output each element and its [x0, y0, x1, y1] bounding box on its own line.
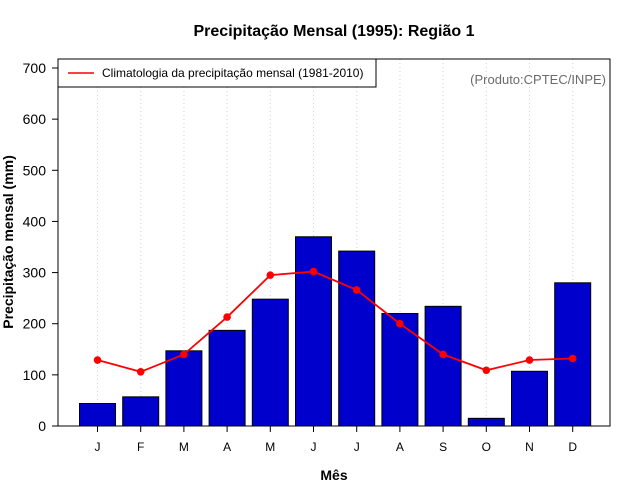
x-axis-title: Mês — [320, 467, 347, 483]
climatology-line-group — [93, 267, 577, 376]
x-tick-label: J — [311, 440, 317, 454]
bar-4 — [208, 329, 246, 427]
climatology-point-9 — [439, 350, 447, 359]
y-tick-label: 400 — [23, 213, 47, 229]
climatology-point-3 — [180, 350, 188, 359]
x-tick-label: M — [265, 440, 275, 454]
legend: Climatologia da precipitação mensal (198… — [57, 58, 377, 88]
x-tick-label: J — [354, 440, 360, 454]
x-tick-label: A — [223, 440, 231, 454]
x-tick-label: D — [568, 440, 577, 454]
x-tick-label: A — [396, 440, 404, 454]
y-axis: 0 100 200 300 400 500 600 700 — [23, 60, 58, 434]
y-tick-label: 700 — [23, 60, 47, 76]
legend-label: Climatologia da precipitação mensal (198… — [102, 66, 363, 80]
y-tick-label: 200 — [23, 316, 47, 332]
x-tick-label: F — [137, 440, 144, 454]
climatology-point-11 — [525, 356, 534, 364]
y-axis-title: Precipitação mensal (mm) — [0, 155, 16, 329]
climatology-point-8 — [396, 319, 404, 328]
bar-9 — [424, 305, 462, 427]
y-tick-label: 600 — [23, 111, 47, 127]
bar-1 — [79, 402, 116, 427]
climatology-point-10 — [482, 366, 491, 375]
climatology-point-5 — [266, 271, 275, 279]
climatology-point-4 — [223, 313, 231, 321]
credit-text: (Produto:CPTEC/INPE) — [470, 72, 606, 87]
climatology-point-12 — [568, 354, 577, 363]
bar-10 — [467, 417, 505, 427]
y-tick-label: 100 — [23, 367, 47, 383]
x-tick-label: S — [439, 440, 447, 454]
climatology-point-1 — [93, 356, 102, 364]
y-tick-label: 0 — [38, 418, 46, 434]
x-tick-label: N — [525, 440, 534, 454]
bar-12 — [554, 282, 592, 427]
y-tick-label: 500 — [23, 162, 47, 178]
x-tick-label: J — [95, 440, 101, 454]
climatology-point-7 — [352, 286, 361, 294]
bar-7 — [338, 250, 376, 427]
climatology-line — [97, 270, 573, 373]
bars-group — [79, 236, 592, 427]
bar-2 — [122, 396, 160, 427]
bar-8 — [381, 312, 419, 427]
climatology-point-2 — [136, 367, 145, 376]
x-tick-label: O — [482, 440, 491, 454]
chart-title: Precipitação Mensal (1995): Região 1 — [194, 23, 475, 40]
y-tick-label: 300 — [23, 265, 47, 281]
legend-box — [57, 58, 377, 88]
bar-6 — [295, 236, 332, 427]
climatology-point-6 — [309, 267, 318, 276]
bar-5 — [251, 298, 289, 427]
x-tick-label: M — [179, 440, 189, 454]
bar-3 — [165, 350, 203, 427]
bar-11 — [511, 370, 548, 427]
